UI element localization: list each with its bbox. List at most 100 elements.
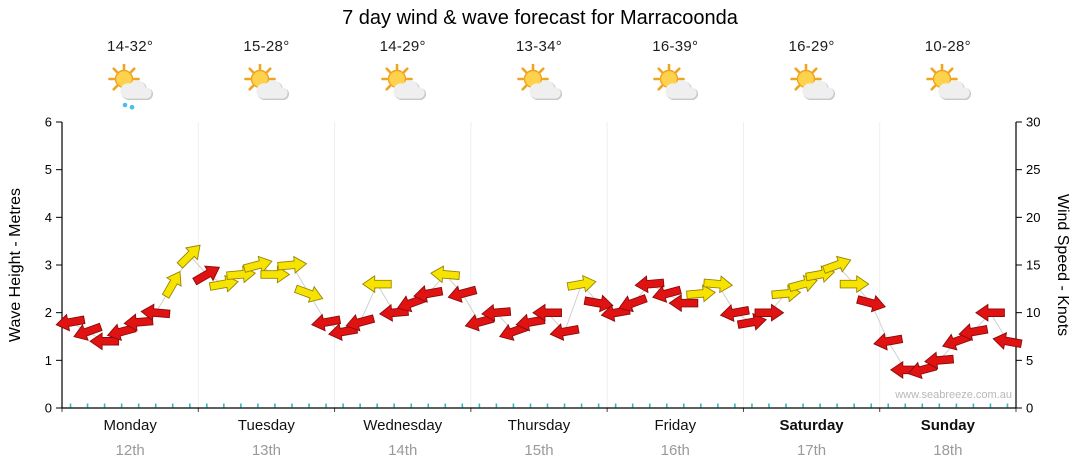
right-tick-label: 15 [1026,258,1040,273]
wind-arrow [873,332,904,351]
day-date: 17th [796,442,827,459]
sun-ray [248,84,255,91]
cloud-icon [801,80,834,99]
day-name: Sunday [920,417,975,434]
wind-arrow [924,351,955,370]
wind-arrow [532,303,562,322]
day-date: 13th [251,442,282,459]
sun-ray [675,67,681,74]
wind-arrow [822,255,852,274]
sun-ray [402,67,409,74]
day-temp: 16-39° [652,38,699,55]
sun-cloud-icon [380,63,426,100]
sun-cloud-icon [789,63,835,100]
left-tick-label: 3 [45,258,52,273]
sun-cloud-icon [926,63,971,100]
wind-arrow [361,275,392,294]
sun-ray [112,67,119,74]
sun-cloud-icon [244,63,290,100]
right-tick-label: 30 [1026,115,1040,130]
wind-arrow [703,275,734,294]
left-tick-label: 1 [45,353,52,368]
sun-ray [385,84,391,91]
sun-ray [657,84,664,91]
day-date: 15th [524,442,554,459]
day-name: Tuesday [237,417,295,434]
wind-arrow [242,255,273,274]
day-temp: 13-34° [515,38,563,55]
weather-icon-sun-cloud [513,63,565,110]
cloud-icon [529,80,561,99]
wind-arrow [975,303,1005,322]
right-tick-label: 5 [1026,353,1033,368]
right-tick-label: 20 [1026,210,1040,225]
wind-arrow [447,285,478,303]
weather-icon-sun-cloud [786,63,838,110]
sun-cloud-icon [517,63,562,100]
wind-arrow [311,313,342,332]
wind-arrow [161,270,182,299]
wind-arrow [634,275,665,294]
sun-ray [521,67,528,74]
wind-arrow [73,322,103,341]
wind-arrow [736,312,767,331]
sun-ray [947,67,954,74]
rain-drop [129,104,135,110]
cloud-icon [938,80,970,99]
wind-arrow [176,244,201,269]
wind-arrow [260,265,291,284]
cloud-icon [393,80,425,99]
weather-icon-sun-cloud [649,63,701,110]
weather-icon-sun-cloud-rain [104,63,156,110]
right-tick-label: 0 [1026,401,1033,416]
day-name: Monday [103,417,157,434]
day-temp: 14-32° [107,38,154,55]
weather-icon-sun-cloud [240,63,292,110]
day-date: 16th [660,442,690,459]
day-temp: 14-29° [379,38,426,55]
left-tick-label: 2 [45,305,52,320]
cloud-icon [256,80,289,99]
wind-arrow [856,294,886,313]
day-temp: 16-29° [788,38,835,55]
sun-ray [129,67,136,74]
wind-arrow [293,284,324,303]
sun-cloud-rain-icon [108,63,154,110]
day-temp: 15-28° [243,38,290,55]
day-temp: 10-28° [924,38,971,55]
right-tick-label: 25 [1026,162,1040,177]
weather-icon-sun-cloud [922,63,974,110]
sun-ray [112,84,119,91]
wind-arrow [992,332,1023,350]
wind-arrow [413,285,444,303]
sun-ray [930,67,937,74]
wind-arrow [549,323,580,341]
sun-ray [793,67,800,74]
day-name: Wednesday [363,417,443,434]
wind-arrow [430,265,461,284]
day-name: Thursday [507,417,571,434]
sun-ray [538,67,545,74]
wind-arrow [686,284,717,303]
wind-arrow [345,313,376,332]
wind-arrow [55,313,86,332]
sun-cloud-icon [653,63,699,100]
wind-arrow [668,294,699,313]
sun-ray [793,84,800,91]
wind-arrow [754,303,785,322]
rain-drop [122,102,128,108]
wind-arrow [958,323,989,341]
weather-icon-sun-cloud [377,63,429,110]
sun-ray [811,67,818,74]
right-tick-label: 10 [1026,305,1040,320]
day-date: 18th [933,442,963,459]
wind-arrow [481,303,512,322]
sun-ray [930,84,937,91]
wind-arrow [618,294,648,313]
wind-arrow [839,275,870,294]
left-tick-label: 4 [45,210,52,225]
left-tick-label: 6 [45,115,52,130]
day-name: Saturday [779,417,844,434]
